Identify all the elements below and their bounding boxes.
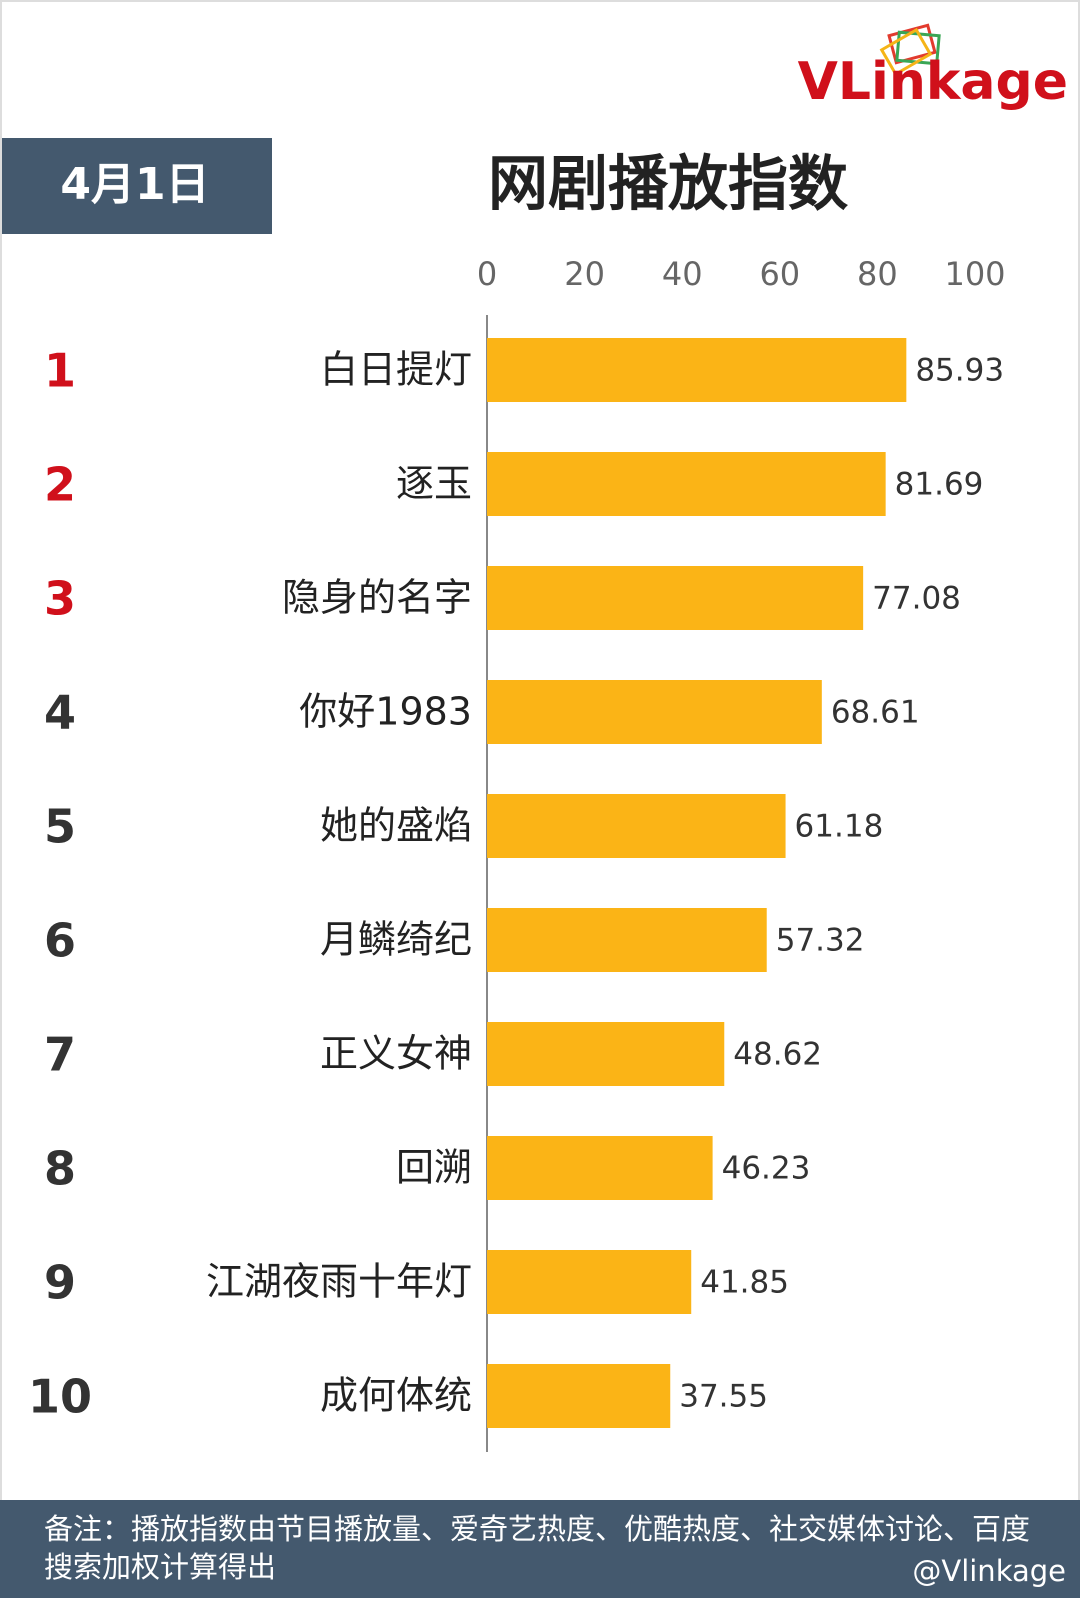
category-label: 白日提灯 <box>320 348 472 392</box>
category-label: 江湖夜雨十年灯 <box>206 1260 472 1304</box>
x-tick-label: 20 <box>564 255 605 293</box>
chart-title: 网剧播放指数 <box>488 150 848 220</box>
category-label: 成何体统 <box>320 1374 472 1418</box>
rank: 7 <box>44 1028 76 1082</box>
date-box <box>2 138 272 234</box>
rank: 6 <box>44 914 76 968</box>
watermark: @Vlinkage <box>912 1554 1066 1588</box>
bar <box>487 680 822 744</box>
bar <box>487 1364 671 1428</box>
bar <box>487 794 786 858</box>
value-label: 81.69 <box>895 467 984 503</box>
rank: 8 <box>44 1142 76 1196</box>
date: 4月1日 <box>60 159 209 210</box>
value-label: 61.18 <box>795 809 884 845</box>
category-label: 正义女神 <box>320 1032 472 1076</box>
bar <box>487 908 767 972</box>
category-label: 逐玉 <box>396 462 472 506</box>
value-label: 77.08 <box>872 581 961 617</box>
rank: 1 <box>44 344 76 398</box>
value-label: 57.32 <box>776 923 865 959</box>
value-label: 68.61 <box>831 695 920 731</box>
value-label: 46.23 <box>722 1151 811 1187</box>
x-tick-label: 40 <box>662 255 703 293</box>
bar <box>487 338 907 402</box>
value-label: 37.55 <box>679 1379 768 1415</box>
category-label: 她的盛焰 <box>320 804 472 848</box>
value-label: 41.85 <box>700 1265 789 1301</box>
footnote: 备注：播放指数由节目播放量、爱奇艺热度、优酷热度、社交媒体讨论、百度搜索加权计算… <box>44 1512 1031 1584</box>
category-label: 回溯 <box>396 1146 472 1190</box>
x-tick-label: 60 <box>759 255 800 293</box>
x-tick-label: 100 <box>944 255 1005 293</box>
rank: 2 <box>44 458 76 512</box>
bar <box>487 452 886 516</box>
value-label: 85.93 <box>915 353 1004 389</box>
bar <box>487 1250 692 1314</box>
rank: 9 <box>44 1256 76 1310</box>
x-tick-label: 80 <box>857 255 898 293</box>
bar <box>487 1022 725 1086</box>
value-label: 48.62 <box>733 1037 822 1073</box>
rank: 3 <box>44 572 76 626</box>
bar <box>487 566 864 630</box>
logo: VLinkage <box>798 52 1068 112</box>
category-label: 隐身的名字 <box>282 576 472 620</box>
category-label: 你好1983 <box>299 690 472 734</box>
rank: 4 <box>44 686 76 740</box>
rank: 10 <box>28 1370 92 1424</box>
logo-icon <box>879 23 941 77</box>
footer: 备注：播放指数由节目播放量、爱奇艺热度、优酷热度、社交媒体讨论、百度搜索加权计算… <box>0 1500 1080 1598</box>
category-label: 月鳞绮纪 <box>320 918 472 962</box>
rank: 5 <box>44 800 76 854</box>
bar <box>487 1136 713 1200</box>
x-tick-label: 0 <box>477 255 497 293</box>
